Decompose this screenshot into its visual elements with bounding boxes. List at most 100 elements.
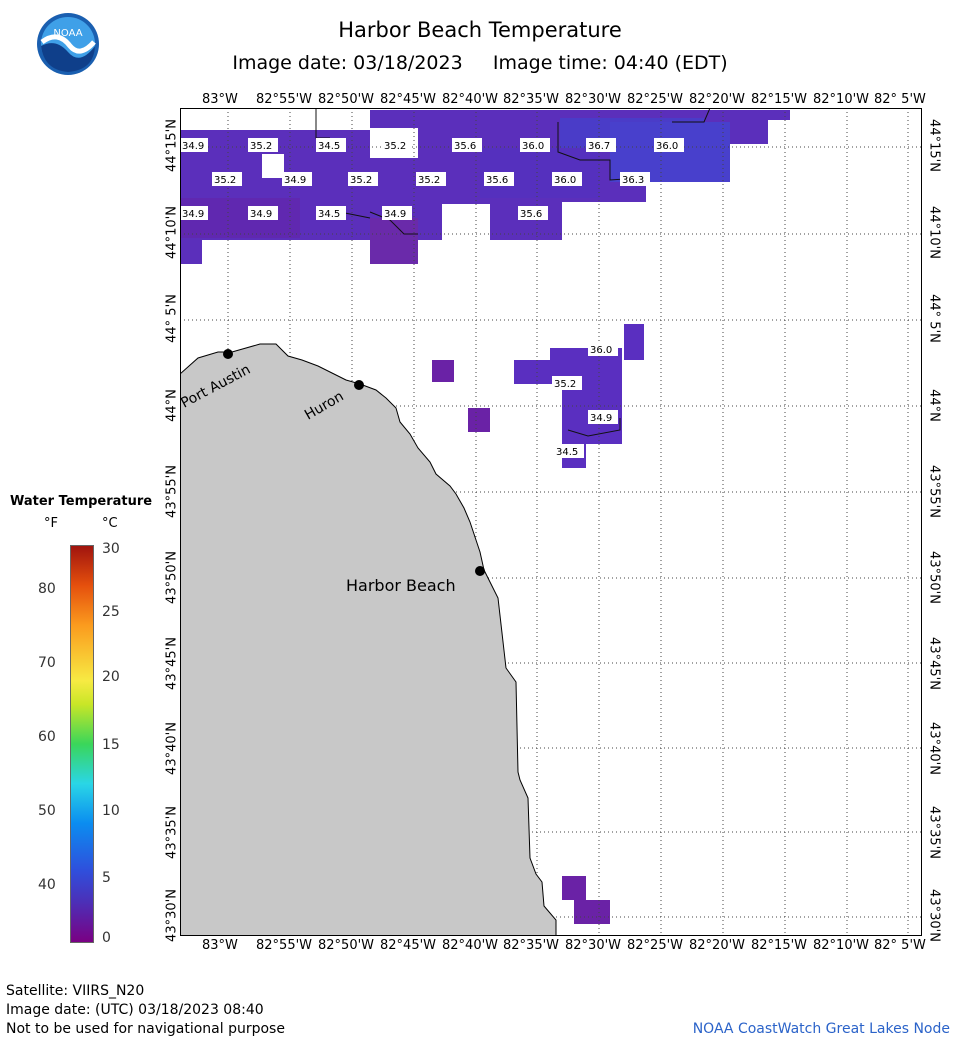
temp-label: 35.2 bbox=[416, 172, 446, 186]
temp-label: 34.9 bbox=[248, 206, 278, 220]
credit-link[interactable]: NOAA CoastWatch Great Lakes Node bbox=[692, 1021, 950, 1037]
svg-text:34.9: 34.9 bbox=[182, 209, 204, 220]
lat-label: 44°15'N bbox=[926, 119, 942, 172]
lon-label: 83°W bbox=[202, 92, 238, 107]
svg-text:35.2: 35.2 bbox=[350, 175, 372, 186]
noaa-logo: NOAA bbox=[36, 12, 100, 76]
page-title: Harbor Beach Temperature bbox=[338, 18, 622, 42]
svg-text:34.5: 34.5 bbox=[556, 447, 578, 458]
temp-label: 34.5 bbox=[554, 444, 584, 458]
lon-label: 82° 5'W bbox=[874, 92, 926, 107]
lon-label: 82°55'W bbox=[256, 92, 313, 107]
temp-label: 36.0 bbox=[654, 138, 684, 152]
temp-label: 35.2 bbox=[348, 172, 378, 186]
temp-label: 35.6 bbox=[484, 172, 514, 186]
lon-label: 82°25'W bbox=[627, 92, 684, 107]
lat-label: 43°30'N bbox=[164, 889, 180, 942]
city-label-harbor-beach: Harbor Beach bbox=[346, 576, 456, 595]
lon-label: 82°10'W bbox=[813, 92, 870, 107]
f-tick: 40 bbox=[38, 877, 56, 893]
svg-text:36.7: 36.7 bbox=[588, 141, 610, 152]
c-tick: 15 bbox=[102, 737, 120, 753]
svg-text:35.2: 35.2 bbox=[250, 141, 272, 152]
city-marker-harbor-beach bbox=[475, 566, 485, 576]
lat-label: 43°40'N bbox=[926, 722, 942, 775]
lon-label: 82°45'W bbox=[380, 938, 437, 953]
lon-label: 82°30'W bbox=[565, 938, 622, 953]
lon-label: 82°10'W bbox=[813, 938, 870, 953]
svg-text:34.9: 34.9 bbox=[182, 141, 204, 152]
svg-text:35.2: 35.2 bbox=[214, 175, 236, 186]
svg-text:34.5: 34.5 bbox=[318, 141, 340, 152]
temp-label: 35.2 bbox=[382, 138, 412, 152]
temp-label: 36.0 bbox=[520, 138, 550, 152]
lat-label: 43°55'N bbox=[164, 465, 180, 518]
svg-text:NOAA: NOAA bbox=[53, 28, 82, 39]
temp-label: 35.2 bbox=[552, 376, 582, 390]
lat-label: 43°55'N bbox=[926, 465, 942, 518]
legend-title: Water Temperature bbox=[10, 494, 153, 509]
c-tick: 5 bbox=[102, 870, 111, 886]
lat-label: 43°35'N bbox=[164, 806, 180, 859]
lat-label: 44°N bbox=[926, 389, 942, 422]
temp-label: 35.2 bbox=[212, 172, 242, 186]
c-tick: 25 bbox=[102, 604, 120, 620]
temp-label: 36.0 bbox=[552, 172, 582, 186]
svg-text:35.6: 35.6 bbox=[486, 175, 508, 186]
f-tick: 80 bbox=[38, 581, 56, 597]
temp-label: 34.9 bbox=[282, 172, 312, 186]
lon-label: 82°20'W bbox=[689, 92, 746, 107]
lat-label: 43°50'N bbox=[926, 551, 942, 604]
svg-text:34.5: 34.5 bbox=[318, 209, 340, 220]
lat-label: 43°30'N bbox=[926, 889, 942, 942]
lon-label: 82°15'W bbox=[751, 938, 808, 953]
svg-text:34.9: 34.9 bbox=[590, 413, 612, 424]
svg-text:36.0: 36.0 bbox=[554, 175, 576, 186]
temperature-value-labels: 34.9 35.2 34.5 35.2 35.6 36.0 36.7 36.0 … bbox=[180, 138, 684, 458]
svg-text:35.6: 35.6 bbox=[454, 141, 476, 152]
city-markers bbox=[223, 349, 485, 576]
temp-label: 35.6 bbox=[452, 138, 482, 152]
c-tick: 20 bbox=[102, 669, 120, 685]
f-tick: 50 bbox=[38, 803, 56, 819]
lon-label: 82°15'W bbox=[751, 92, 808, 107]
lat-label: 44°10'N bbox=[926, 206, 942, 259]
lon-label: 82°40'W bbox=[442, 938, 499, 953]
lon-label: 82°30'W bbox=[565, 92, 622, 107]
temperature-colorbar bbox=[70, 545, 94, 943]
f-tick: 70 bbox=[38, 655, 56, 671]
image-date-time: Image date: 03/18/2023 Image time: 04:40… bbox=[232, 52, 728, 74]
navigation-disclaimer: Not to be used for navigational purpose bbox=[6, 1021, 285, 1037]
legend-unit-celsius: °C bbox=[102, 516, 118, 531]
svg-text:36.0: 36.0 bbox=[590, 345, 612, 356]
svg-text:36.0: 36.0 bbox=[522, 141, 544, 152]
f-tick: 60 bbox=[38, 729, 56, 745]
temp-label: 35.2 bbox=[248, 138, 278, 152]
temp-label: 36.7 bbox=[586, 138, 616, 152]
lat-label: 43°45'N bbox=[164, 637, 180, 690]
lat-label: 44° 5'N bbox=[164, 294, 180, 343]
svg-text:34.9: 34.9 bbox=[384, 209, 406, 220]
lon-label: 82°25'W bbox=[627, 938, 684, 953]
city-marker-huron bbox=[354, 380, 364, 390]
c-tick: 10 bbox=[102, 803, 120, 819]
temperature-map[interactable]: Port Austin Huron Harbor Beach 34.9 35.2… bbox=[180, 108, 922, 936]
lon-label: 82°45'W bbox=[380, 92, 437, 107]
svg-text:35.2: 35.2 bbox=[418, 175, 440, 186]
lat-label: 44°15'N bbox=[164, 119, 180, 172]
lon-label: 82°35'W bbox=[503, 938, 560, 953]
svg-text:35.2: 35.2 bbox=[554, 379, 576, 390]
lat-label: 43°45'N bbox=[926, 637, 942, 690]
lat-label: 43°50'N bbox=[164, 551, 180, 604]
temp-label: 36.3 bbox=[620, 172, 650, 186]
c-tick: 30 bbox=[102, 541, 120, 557]
satellite-info: Satellite: VIIRS_N20 bbox=[6, 983, 145, 999]
legend-unit-fahrenheit: °F bbox=[44, 516, 58, 531]
lat-label: 44°10'N bbox=[164, 206, 180, 259]
svg-text:34.9: 34.9 bbox=[250, 209, 272, 220]
temp-label: 34.5 bbox=[316, 206, 346, 220]
svg-text:36.3: 36.3 bbox=[622, 175, 644, 186]
lat-label: 43°35'N bbox=[926, 806, 942, 859]
temp-label: 34.5 bbox=[316, 138, 346, 152]
temp-label: 34.9 bbox=[588, 410, 618, 424]
